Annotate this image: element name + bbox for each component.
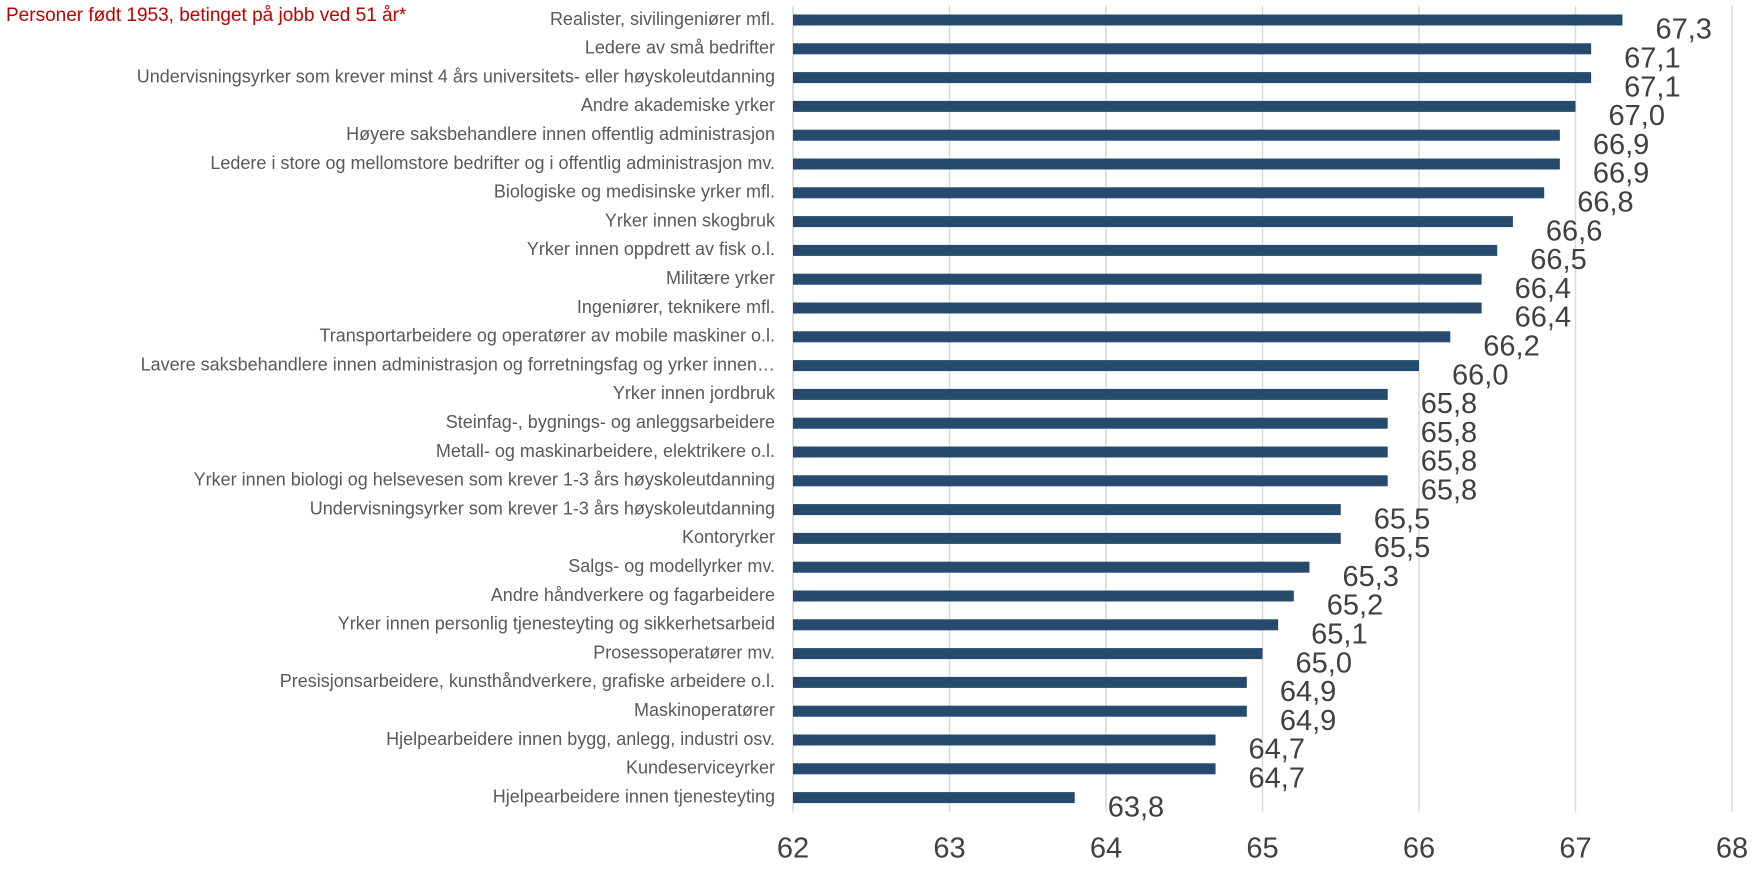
y-tick-label: Presisjonsarbeidere, kunsthåndverkere, g…	[280, 671, 775, 691]
y-tick-label: Yrker innen personlig tjenesteyting og s…	[338, 614, 775, 634]
y-tick-label: Realister, sivilingeniører mfl.	[550, 9, 775, 29]
y-tick-label: Høyere saksbehandlere innen offentlig ad…	[346, 124, 775, 144]
data-label: 65,8	[1421, 417, 1477, 449]
y-tick-label: Undervisningsyrker som krever minst 4 år…	[137, 66, 775, 86]
bar	[793, 475, 1388, 487]
bar	[793, 331, 1451, 343]
data-label: 65,2	[1327, 590, 1383, 622]
x-tick-label: 67	[1559, 833, 1591, 865]
data-label: 67,3	[1655, 14, 1711, 46]
y-tick-label: Undervisningsyrker som krever 1-3 års hø…	[310, 498, 775, 518]
y-tick-label: Ingeniører, teknikere mfl.	[577, 297, 775, 317]
bar	[793, 43, 1592, 55]
data-label: 67,1	[1624, 71, 1680, 103]
y-tick-label: Ledere av små bedrifter	[585, 38, 775, 58]
x-tick-label: 64	[1090, 833, 1122, 865]
x-tick-label: 62	[777, 833, 809, 865]
bar	[793, 648, 1263, 660]
bar	[793, 14, 1623, 26]
bar	[793, 504, 1341, 516]
data-label: 65,3	[1342, 561, 1398, 593]
y-tick-label: Prosessoperatører mv.	[593, 642, 775, 662]
data-label: 66,5	[1530, 244, 1586, 276]
data-label: 66,0	[1452, 359, 1508, 391]
data-label: 64,9	[1280, 705, 1336, 737]
bar	[793, 532, 1341, 544]
data-label: 66,9	[1593, 158, 1649, 190]
bar	[793, 216, 1513, 228]
data-label: 66,6	[1546, 215, 1602, 247]
y-tick-label: Yrker innen skogbruk	[605, 210, 776, 230]
bar	[793, 734, 1216, 746]
bar	[793, 158, 1560, 170]
data-label: 65,5	[1374, 532, 1430, 564]
bar	[793, 388, 1388, 400]
data-label: 66,2	[1483, 330, 1539, 362]
bar	[793, 763, 1216, 775]
y-tick-label: Yrker innen biologi og helsevesen som kr…	[194, 470, 775, 490]
y-tick-label: Maskinoperatører	[634, 700, 775, 720]
data-label: 67,1	[1624, 42, 1680, 74]
y-tick-label: Biologiske og medisinske yrker mfl.	[494, 182, 775, 202]
y-tick-label: Kontoryrker	[682, 527, 775, 547]
bar	[793, 100, 1576, 112]
bar	[793, 129, 1560, 141]
data-label: 64,9	[1280, 676, 1336, 708]
y-tick-label: Andre akademiske yrker	[581, 95, 775, 115]
y-tick-label: Transportarbeidere og operatører av mobi…	[319, 326, 775, 346]
data-label: 66,4	[1515, 273, 1571, 305]
data-label: 66,8	[1577, 186, 1633, 218]
data-label: 64,7	[1249, 734, 1305, 766]
y-tick-label: Hjelpearbeidere innen bygg, anlegg, indu…	[386, 729, 775, 749]
y-tick-label: Yrker innen oppdrett av fisk o.l.	[527, 239, 775, 259]
bar	[793, 446, 1388, 458]
data-label: 64,7	[1249, 762, 1305, 794]
bar	[793, 792, 1075, 804]
chart-subtitle: Personer født 1953, betinget på jobb ved…	[6, 5, 407, 26]
bar	[793, 590, 1294, 602]
bar	[793, 619, 1279, 631]
data-label: 65,1	[1311, 618, 1367, 650]
data-label: 65,8	[1421, 446, 1477, 478]
data-label: 65,5	[1374, 503, 1430, 535]
bar	[793, 705, 1247, 717]
y-tick-label: Hjelpearbeidere innen tjenesteyting	[493, 786, 775, 806]
data-label: 67,0	[1609, 100, 1665, 132]
x-tick-label: 68	[1716, 833, 1748, 865]
y-tick-label: Kundeserviceyrker	[626, 758, 775, 778]
x-tick-label: 66	[1403, 833, 1435, 865]
data-label: 65,8	[1421, 388, 1477, 420]
y-tick-label: Salgs- og modellyrker mv.	[568, 556, 775, 576]
bar	[793, 360, 1419, 372]
x-tick-label: 65	[1246, 833, 1278, 865]
y-tick-label: Lavere saksbehandlere innen administrasj…	[141, 354, 775, 374]
data-label: 66,9	[1593, 129, 1649, 161]
x-tick-label: 63	[933, 833, 965, 865]
data-label: 65,0	[1296, 647, 1352, 679]
bar	[793, 561, 1310, 573]
bar	[793, 273, 1482, 285]
y-tick-label: Ledere i store og mellomstore bedrifter …	[210, 153, 775, 173]
y-tick-label: Steinfag-, bygnings- og anleggsarbeidere	[446, 412, 775, 432]
data-label: 63,8	[1108, 791, 1164, 823]
bar	[793, 244, 1498, 256]
bar	[793, 187, 1545, 199]
y-tick-label: Yrker innen jordbruk	[613, 383, 776, 403]
bar	[793, 676, 1247, 688]
bar	[793, 302, 1482, 314]
bar	[793, 72, 1592, 84]
y-tick-label: Metall- og maskinarbeidere, elektrikere …	[436, 441, 775, 461]
data-label: 65,8	[1421, 474, 1477, 506]
y-tick-label: Andre håndverkere og fagarbeidere	[491, 585, 775, 605]
data-label: 66,4	[1515, 302, 1571, 334]
y-tick-label: Militære yrker	[666, 268, 775, 288]
bar	[793, 417, 1388, 429]
